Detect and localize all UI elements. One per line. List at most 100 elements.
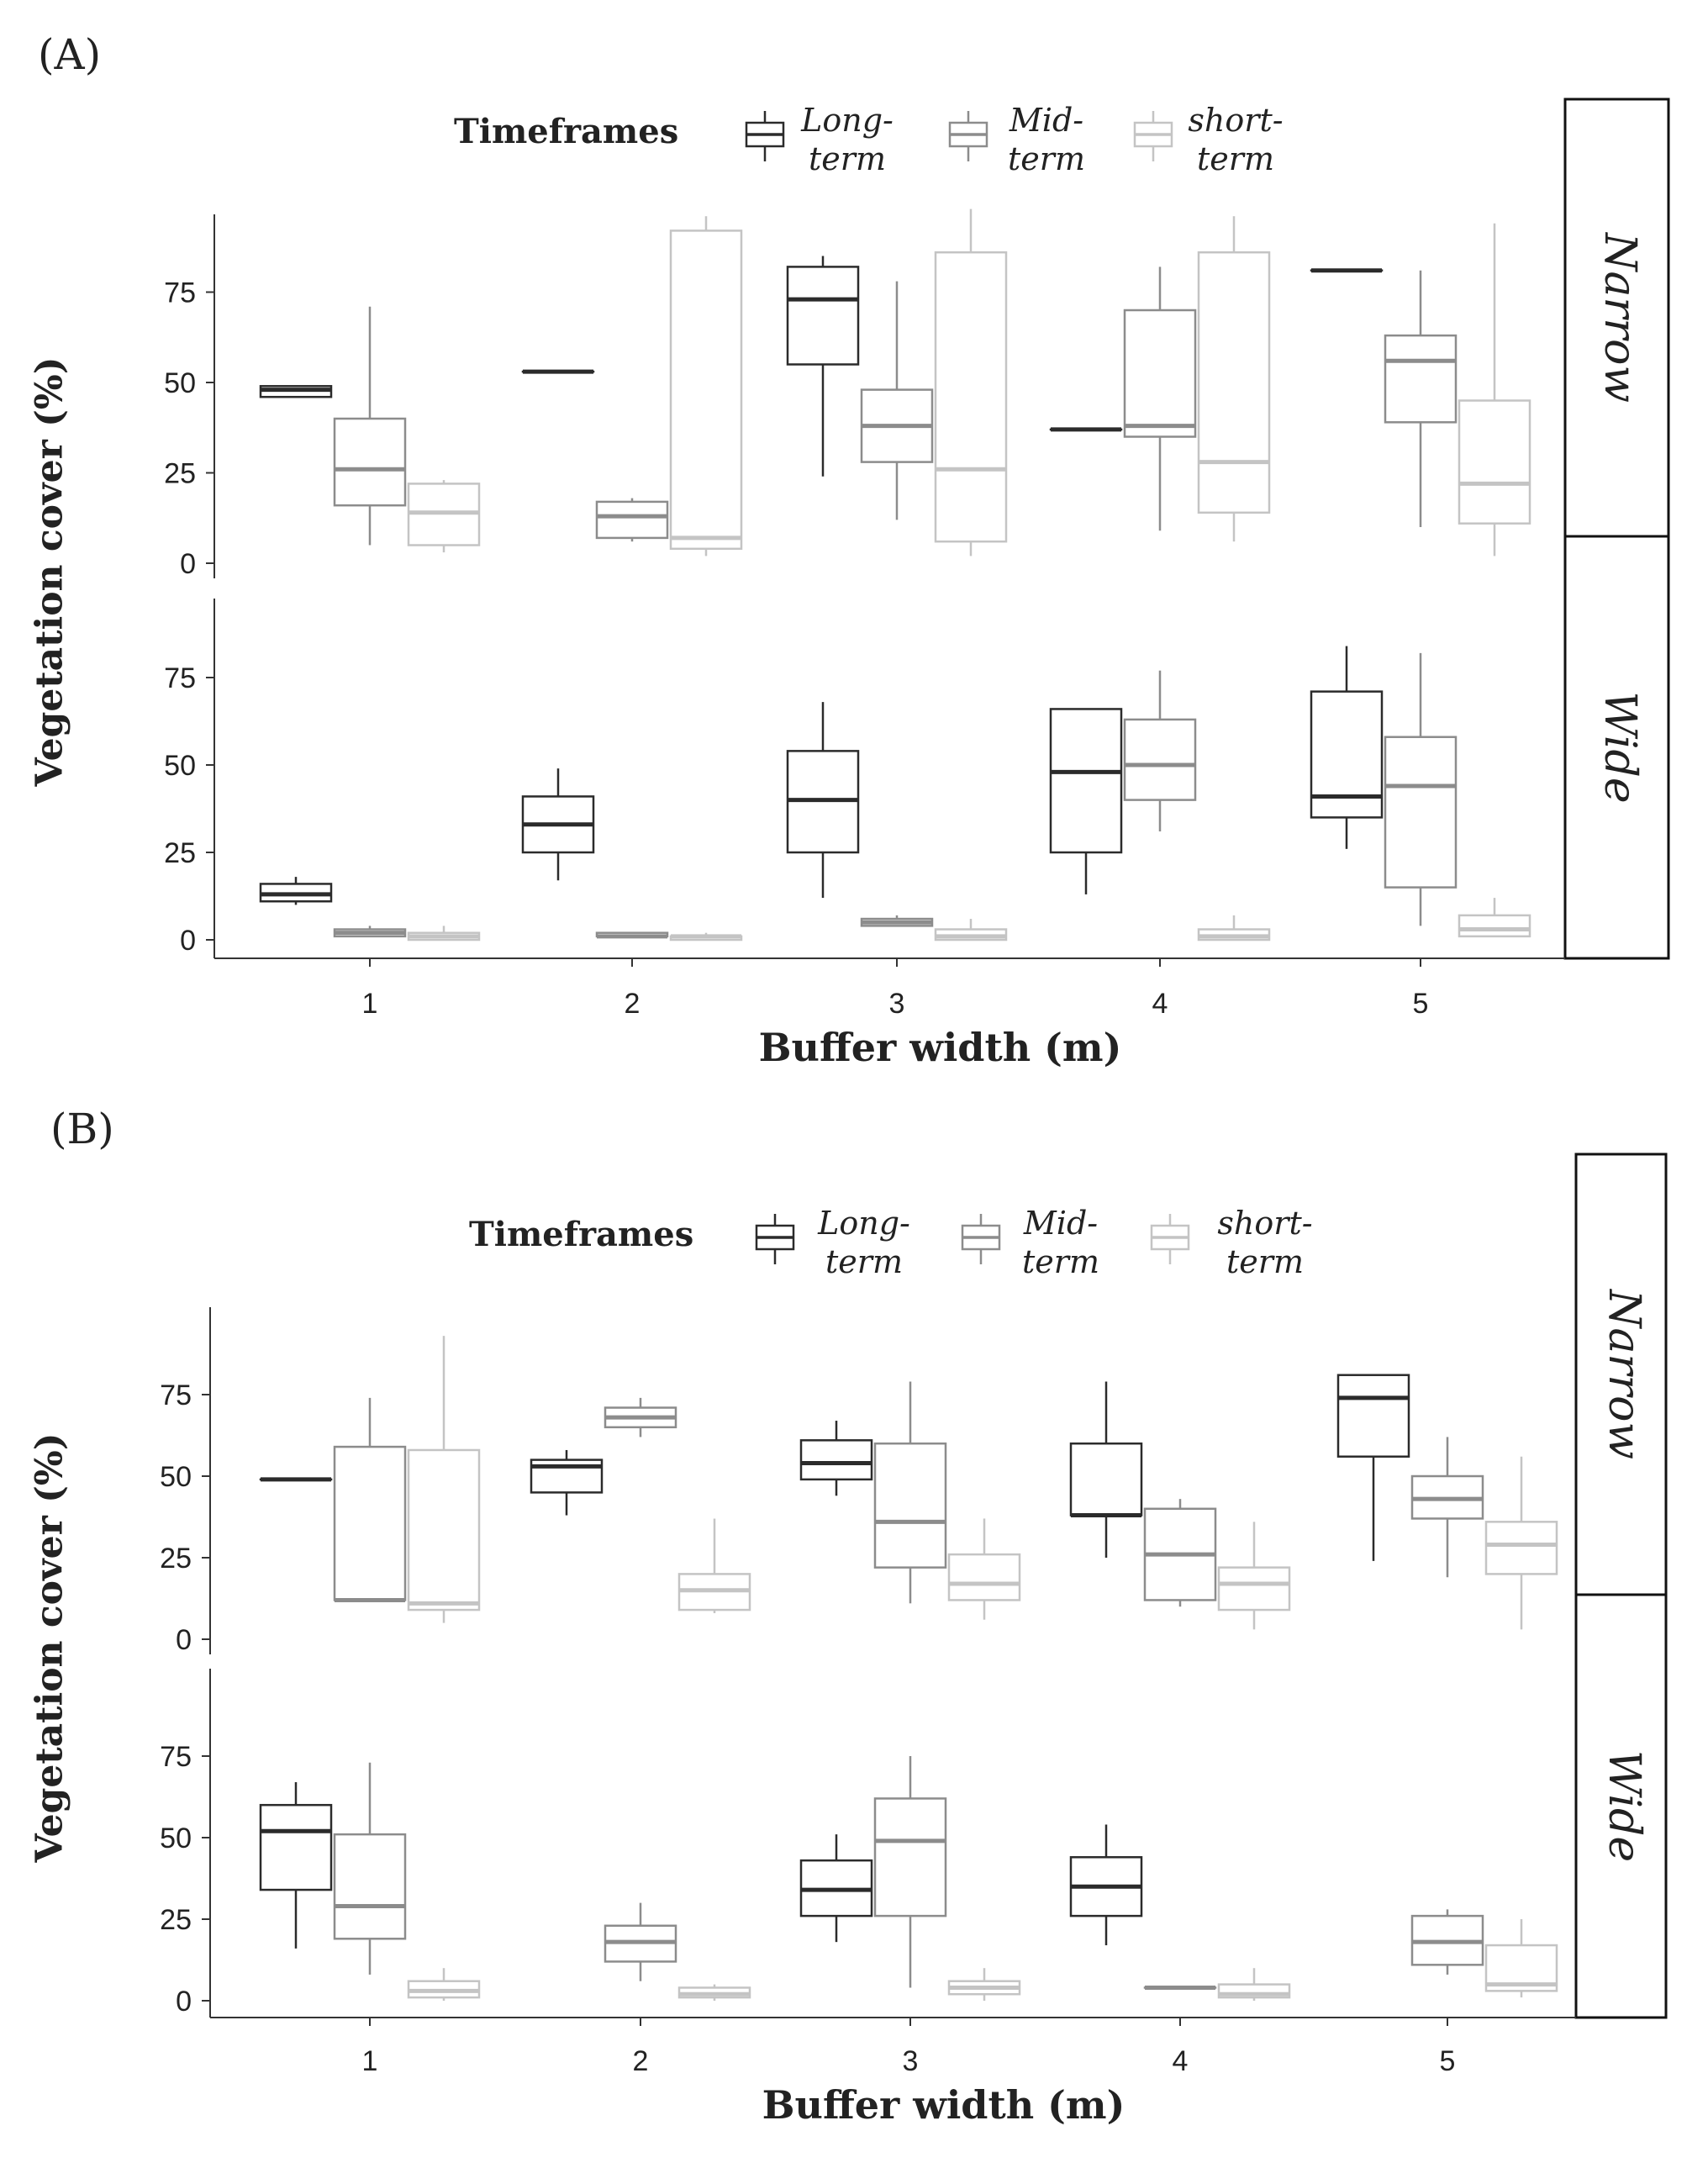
box-5-series-2 <box>1384 270 1458 527</box>
strip-frame <box>1563 98 1670 960</box>
box-iqr <box>947 1553 1021 1601</box>
box-5-series-3 <box>1458 223 1531 557</box>
box-2-series-3 <box>677 1984 751 2001</box>
box-2-series-2 <box>604 1902 677 1981</box>
box-iqr <box>1123 718 1197 801</box>
box-5-series-2 <box>1410 1909 1484 1975</box>
box-3-series-1 <box>786 702 860 899</box>
box-2-series-3 <box>669 216 743 557</box>
y-tick-label: 50 <box>164 367 196 399</box>
box-2-series-1 <box>521 768 595 881</box>
box-4-series-1 <box>1049 708 1123 894</box>
box-2-series-2 <box>604 1397 677 1437</box>
y-tick-label: 75 <box>164 277 196 309</box>
x-tick-label: 2 <box>633 2045 649 2077</box>
legend-key-1 <box>745 111 785 161</box>
box-1-series-1 <box>259 385 333 398</box>
box-iqr <box>595 500 669 540</box>
strip-frame <box>1574 1153 1668 2019</box>
box-iqr <box>259 1803 333 1891</box>
box-3-series-3 <box>947 1518 1021 1620</box>
box-iqr <box>669 229 743 551</box>
legend-label-line1: short- <box>1188 102 1283 139</box>
y-axis-title: Vegetation cover (%) <box>29 356 71 787</box>
legend-title: Timeframes <box>469 1215 693 1254</box>
box-3-series-2 <box>860 281 934 520</box>
box-iqr <box>1458 914 1531 938</box>
box-3-series-1 <box>799 1834 873 1943</box>
box-3-series-1 <box>786 256 860 477</box>
facet-strips: Narrow Wide <box>1574 1153 1668 2019</box>
y-tick-label: 50 <box>164 750 196 782</box>
box-iqr <box>799 1439 873 1481</box>
box-1-series-2 <box>333 306 407 546</box>
box-3-series-2 <box>873 1381 947 1604</box>
box-3-series-3 <box>934 208 1008 557</box>
box-iqr <box>333 417 407 507</box>
box-iqr <box>934 251 1008 543</box>
box-iqr <box>1484 1521 1558 1575</box>
box-5-series-3 <box>1458 898 1531 938</box>
box-iqr <box>873 1442 947 1569</box>
box-2-series-2 <box>595 498 669 542</box>
box-iqr <box>333 1833 407 1940</box>
box-5-series-1 <box>1310 646 1384 849</box>
box-iqr <box>1336 1374 1410 1458</box>
x-tick-label: 3 <box>889 988 905 1020</box>
facet-wide: 0 25 50 75 <box>164 599 1531 958</box>
box-3-series-2 <box>860 915 934 927</box>
legend-label-line1: Long- <box>817 1205 910 1242</box>
legend-label-line2: term <box>1197 140 1274 177</box>
box-iqr <box>1384 736 1458 889</box>
box-5-series-3 <box>1484 1456 1558 1630</box>
box-2-series-3 <box>669 932 743 942</box>
legend-label-line2: term <box>825 1243 903 1280</box>
box-1-series-3 <box>407 926 481 942</box>
chart-panel-a: (A)Timeframes Long-termMid-termshort-term… <box>29 30 1670 1070</box>
box-4-series-3 <box>1217 1522 1291 1630</box>
y-tick-label: 75 <box>160 1741 192 1773</box>
x-axis-title: Buffer width (m) <box>759 1025 1122 1070</box>
strip-label-wide: Wide <box>1599 1750 1649 1862</box>
box-1-series-1 <box>259 877 333 905</box>
panel-label: (A) <box>38 30 101 79</box>
box-1-series-3 <box>407 1336 481 1623</box>
box-1-series-1 <box>259 1782 333 1949</box>
facet-narrow: 0 25 50 75 <box>160 1307 1558 1656</box>
x-tick-label: 5 <box>1413 988 1429 1020</box>
box-iqr <box>1069 1442 1143 1517</box>
box-4-series-3 <box>1197 216 1271 542</box>
box-iqr <box>1384 334 1458 424</box>
legend-key-2 <box>961 1214 1001 1264</box>
y-tick-label: 25 <box>160 1543 192 1575</box>
x-axis: 1 2 3 4 5 <box>210 2017 1576 2077</box>
facet-wide: 0 25 50 75 <box>160 1669 1558 2018</box>
legend-label-line1: Long- <box>800 102 894 139</box>
x-tick-label: 2 <box>625 988 640 1020</box>
box-iqr <box>1217 1566 1291 1611</box>
box-iqr <box>1049 708 1123 854</box>
y-tick-label: 75 <box>160 1379 192 1411</box>
box-2-series-1 <box>530 1449 604 1516</box>
box-1-series-2 <box>333 1397 407 1602</box>
box-iqr <box>1197 251 1271 514</box>
box-4-series-3 <box>1197 915 1271 942</box>
legend-key-3 <box>1133 111 1173 161</box>
box-3-series-3 <box>947 1968 1021 2001</box>
legend-title: Timeframes <box>454 112 678 151</box>
strip-label-wide: Wide <box>1595 691 1645 803</box>
box-4-series-2 <box>1123 670 1197 832</box>
box-4-series-1 <box>1069 1824 1143 1946</box>
y-tick-label: 0 <box>180 548 196 580</box>
box-3-series-3 <box>934 919 1008 942</box>
facet-strips: Narrow Wide <box>1563 98 1670 960</box>
box-2-series-2 <box>595 931 669 939</box>
y-tick-label: 0 <box>180 925 196 957</box>
box-1-series-3 <box>407 1968 481 2001</box>
legend-key-1 <box>755 1214 795 1264</box>
legend-label-line2: term <box>1008 140 1085 177</box>
chart-panel-b: (B)Timeframes Long-termMid-termshort-term… <box>29 1105 1668 2128</box>
y-tick-label: 25 <box>160 1904 192 1936</box>
box-4-series-2 <box>1143 1499 1217 1607</box>
